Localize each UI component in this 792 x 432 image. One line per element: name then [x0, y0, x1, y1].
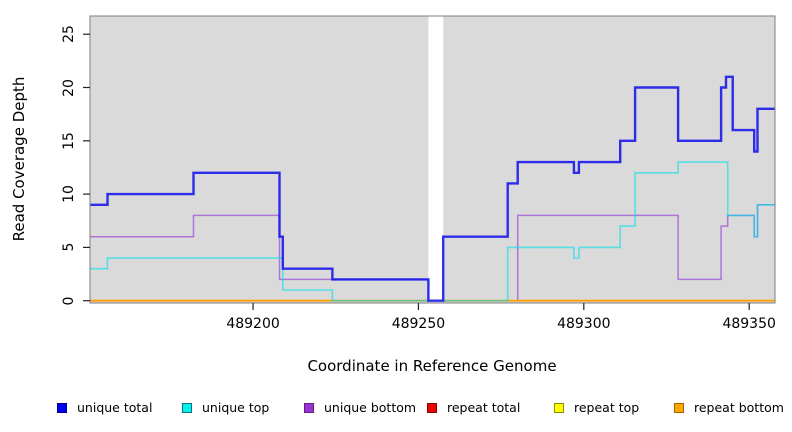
y-tick-label: 25	[61, 25, 77, 44]
x-tick-label: 489300	[557, 316, 611, 332]
x-tick-label: 489250	[391, 316, 446, 332]
y-tick-label: 0	[61, 296, 77, 306]
y-tick-label: 5	[61, 242, 77, 252]
y-tick-label: 10	[61, 185, 77, 204]
series-unique-top-line	[90, 161, 775, 302]
y-axis-title: Read Coverage Depth	[10, 76, 28, 242]
x-axis-title: Coordinate in Reference Genome	[307, 357, 557, 375]
missing-data-gap	[428, 16, 444, 302]
y-tick-label: 15	[61, 131, 77, 150]
x-tick-label: 489350	[722, 316, 776, 332]
plot-border	[89, 15, 776, 304]
x-tick-label: 489200	[226, 316, 280, 332]
series-unique-total-line	[90, 75, 775, 302]
y-tick-label: 20	[61, 78, 77, 97]
